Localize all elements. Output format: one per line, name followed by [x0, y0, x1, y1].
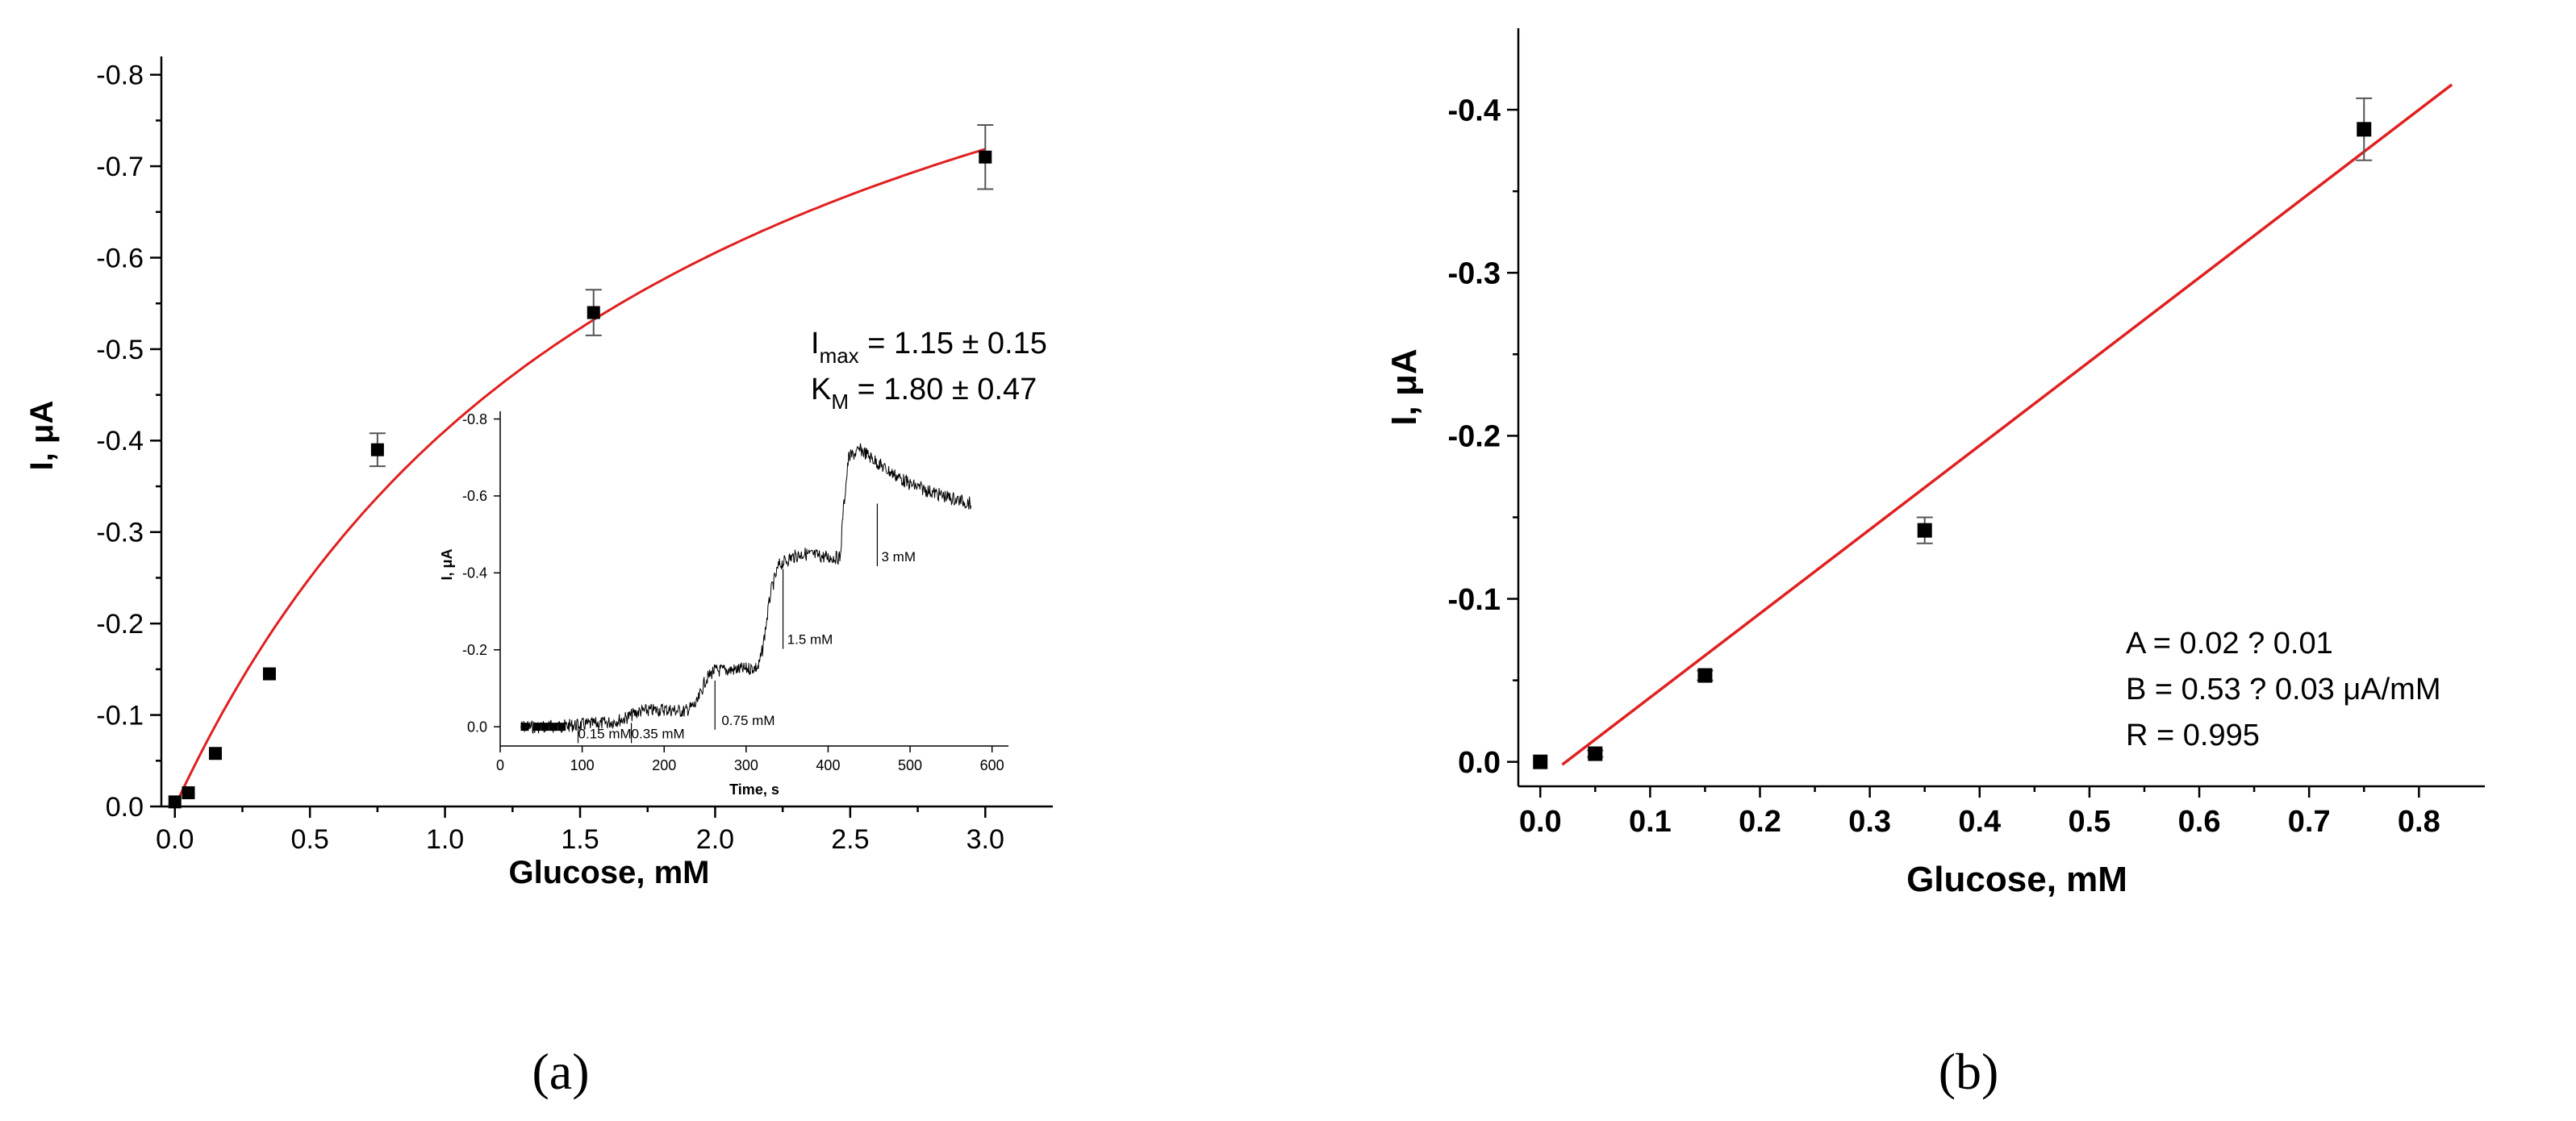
inset-x-tick-label: 100	[570, 757, 595, 773]
panel-a-x-tick-label: 0.5	[291, 824, 329, 855]
panel-b-x-tick-label: 0.7	[2288, 805, 2331, 839]
panel-b-y-tick-label: 0.0	[1458, 746, 1501, 780]
inset-step-label: 0.15 mM	[578, 726, 632, 741]
panel-a-label: (a)	[532, 1043, 589, 1100]
imax-annotation: Imax = 1.15 ± 0.15	[811, 327, 1047, 368]
imax-sub: max	[820, 344, 859, 368]
panel-b-x-tick-label: 0.2	[1739, 805, 1781, 839]
panel-a-x-tick-label: 3.0	[967, 824, 1004, 855]
inset-x-tick-label: 600	[980, 757, 1004, 773]
panel-a-data-point	[979, 150, 992, 164]
fit-line2: B = 0.53 ? 0.03 μA/mM	[2126, 673, 2440, 706]
imax-rest: = 1.15 ± 0.15	[859, 327, 1047, 360]
inset-xlabel: Time, s	[729, 781, 779, 798]
km-sub: M	[831, 390, 849, 414]
panel-a-y-tick-label: -0.6	[96, 243, 144, 273]
inset-y-tick-label: -0.6	[462, 488, 487, 504]
imax-main: I	[811, 327, 820, 360]
inset-marker	[532, 723, 541, 731]
inset-y-tick-label: -0.8	[462, 411, 487, 427]
inset-y-tick-label: -0.2	[462, 642, 487, 658]
panel-a-y-tick-label: -0.7	[96, 152, 144, 182]
panel-a-y-tick-label: 0.0	[106, 792, 144, 823]
panel-b-data-point	[1533, 754, 1548, 769]
panel-b-x-tick-label: 0.1	[1629, 805, 1672, 839]
panel-b-data-point	[1588, 746, 1603, 761]
panel-a-y-tick-label: -0.3	[96, 518, 144, 548]
inset-marker	[541, 723, 549, 731]
panel-a-data-point	[182, 786, 195, 799]
panel-a-x-tick-label: 2.0	[696, 824, 734, 855]
panel-a-y-tick-label: -0.4	[96, 426, 144, 456]
inset-x-tick-label: 300	[734, 757, 758, 773]
inset-step-label: 3 mM	[882, 549, 916, 565]
fit-line3: R = 0.995	[2126, 719, 2260, 752]
panel-a-y-tick-label: -0.1	[96, 700, 144, 731]
panel-a-xlabel: Glucose, mM	[509, 855, 710, 890]
panel-a-x-tick-label: 2.5	[831, 824, 869, 855]
panel-a-y-tick-label: -0.8	[96, 60, 144, 91]
inset-x-tick-label: 500	[898, 757, 922, 773]
panel-b-data-point	[1697, 668, 1713, 683]
panel-b-y-tick-label: -0.2	[1448, 420, 1501, 454]
panel-b-y-tick-label: -0.1	[1448, 583, 1501, 617]
km-rest: = 1.80 ± 0.47	[849, 373, 1037, 406]
panel-b-y-tick-label: -0.4	[1448, 94, 1501, 127]
panel-b-x-tick-label: 0.5	[2068, 805, 2110, 839]
panel-a-y-tick-label: -0.5	[96, 335, 144, 365]
panel-b-data-point	[2357, 122, 2372, 137]
panel-b-ylabel: I, μA	[1384, 348, 1424, 425]
panel-b-label: (b)	[1939, 1043, 1999, 1100]
panel-b-fit-line	[1561, 83, 2453, 766]
inset-ylabel: I, μA	[439, 548, 455, 580]
inset-marker	[549, 723, 558, 731]
panel-a-x-tick-label: 1.5	[561, 824, 599, 855]
inset-step-label: 0.35 mM	[632, 726, 685, 741]
panel-b-y-tick-label: -0.3	[1448, 257, 1501, 291]
panel-b-data-point	[1917, 523, 1932, 538]
inset-marker	[557, 723, 566, 731]
panel-b-x-tick-label: 0.4	[1958, 805, 2001, 839]
inset-y-tick-label: 0.0	[467, 719, 487, 735]
panel-a-fit-curve	[173, 148, 986, 807]
panel-a-data-point	[168, 795, 182, 809]
panel-b-x-tick-label: 0.6	[2178, 805, 2221, 839]
panel-b: Glucose, mM I, μA (b) A = 0.02 ? 0.01 B …	[1384, 348, 2440, 1100]
inset-x-tick-label: 0	[496, 757, 504, 773]
panel-b-x-tick-label: 0.0	[1519, 805, 1562, 839]
panel-a-data-point	[587, 306, 600, 319]
inset-x-tick-label: 200	[652, 757, 676, 773]
chart-marks: 0.0 0.5 1.0 1.5 2.0 2.5 3.0 0.0 -0.1 -0.2 -0.3 -0.4…	[96, 28, 2485, 855]
panel-a-x-tick-label: 1.0	[426, 824, 464, 855]
panel-a-data-point	[262, 667, 276, 681]
panel-a-data-point	[370, 443, 384, 456]
inset-x-tick-label: 400	[816, 757, 840, 773]
km-annotation: KM = 1.80 ± 0.47	[811, 373, 1037, 414]
inset-y-tick-label: -0.4	[462, 565, 487, 581]
panel-b-x-tick-label: 0.8	[2398, 805, 2440, 839]
panel-a: Glucose, mM I, μA (a) Imax = 1.15 ± 0.15…	[24, 327, 1047, 1100]
km-main: K	[811, 373, 831, 406]
inset-step-label: 0.75 mM	[721, 713, 774, 728]
fit-line1: A = 0.02 ? 0.01	[2126, 627, 2333, 661]
panel-a-x-tick-label: 0.0	[156, 824, 194, 855]
panel-a-y-tick-label: -0.2	[96, 609, 144, 640]
inset-marker	[520, 723, 529, 731]
inset-step-label: 1.5 mM	[787, 632, 833, 648]
panel-a-ylabel: I, μA	[24, 401, 60, 471]
panel-a-data-point	[208, 747, 222, 761]
inset-trace	[520, 443, 972, 735]
panel-b-xlabel: Glucose, mM	[1906, 860, 2127, 899]
panel-b-x-tick-label: 0.3	[1848, 805, 1891, 839]
